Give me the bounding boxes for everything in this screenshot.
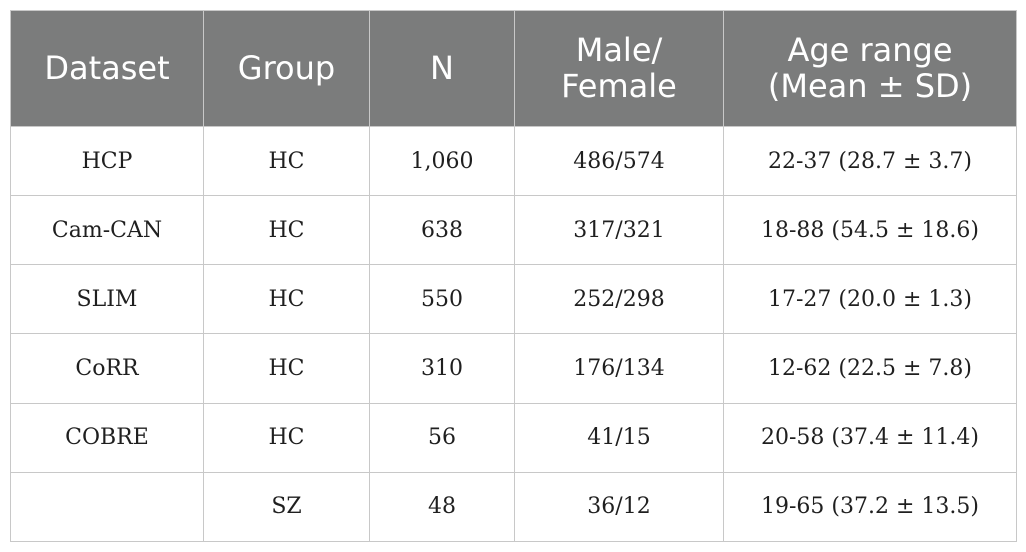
cell-male-female: 176/134 (514, 333, 724, 404)
cell-age-range: 12-62 (22.5 ± 7.8) (723, 333, 1017, 404)
cell-group: HC (203, 333, 370, 404)
cell-dataset: HCP (10, 125, 204, 197)
table-row: COBRE HC 56 41/15 20-58 (37.4 ± 11.4) (10, 402, 1017, 473)
cell-dataset: Cam-CAN (10, 195, 204, 266)
table-row: CoRR HC 310 176/134 12-62 (22.5 ± 7.8) (10, 333, 1017, 404)
cell-age-range: 22-37 (28.7 ± 3.7) (723, 125, 1017, 197)
cell-age-range: 18-88 (54.5 ± 18.6) (723, 195, 1017, 266)
cell-dataset: CoRR (10, 333, 204, 404)
cell-age-range: 17-27 (20.0 ± 1.3) (723, 264, 1017, 335)
cell-n: 48 (369, 471, 515, 543)
header-n: N (369, 10, 515, 127)
table-row: HCP HC 1,060 486/574 22-37 (28.7 ± 3.7) (10, 125, 1017, 197)
cell-group: SZ (203, 471, 370, 543)
cell-age-range: 19-65 (37.2 ± 13.5) (723, 471, 1017, 543)
header-dataset: Dataset (10, 10, 204, 127)
cell-n: 1,060 (369, 125, 515, 197)
cell-age-range: 20-58 (37.4 ± 11.4) (723, 402, 1017, 473)
cell-n: 550 (369, 264, 515, 335)
header-male-female: Male/ Female (514, 10, 724, 127)
cell-group: HC (203, 195, 370, 266)
table-row: SLIM HC 550 252/298 17-27 (20.0 ± 1.3) (10, 264, 1017, 335)
dataset-demographics-table: Dataset Group N Male/ Female Age range (… (10, 10, 1017, 543)
cell-n: 310 (369, 333, 515, 404)
cell-dataset: SLIM (10, 264, 204, 335)
header-group: Group (203, 10, 370, 127)
cell-group: HC (203, 402, 370, 473)
table-row: Cam-CAN HC 638 317/321 18-88 (54.5 ± 18.… (10, 195, 1017, 266)
header-age-range: Age range (Mean ± SD) (723, 10, 1017, 127)
table-row: SZ 48 36/12 19-65 (37.2 ± 13.5) (10, 471, 1017, 543)
cell-group: HC (203, 264, 370, 335)
cell-male-female: 317/321 (514, 195, 724, 266)
cell-male-female: 36/12 (514, 471, 724, 543)
table-header: Dataset Group N Male/ Female Age range (… (10, 10, 1017, 127)
cell-group: HC (203, 125, 370, 197)
cell-male-female: 41/15 (514, 402, 724, 473)
cell-n: 638 (369, 195, 515, 266)
cell-dataset (10, 471, 204, 543)
header-row: Dataset Group N Male/ Female Age range (… (10, 10, 1017, 127)
cell-n: 56 (369, 402, 515, 473)
cell-male-female: 486/574 (514, 125, 724, 197)
table-body: HCP HC 1,060 486/574 22-37 (28.7 ± 3.7) … (10, 125, 1017, 543)
cell-male-female: 252/298 (514, 264, 724, 335)
cell-dataset: COBRE (10, 402, 204, 473)
